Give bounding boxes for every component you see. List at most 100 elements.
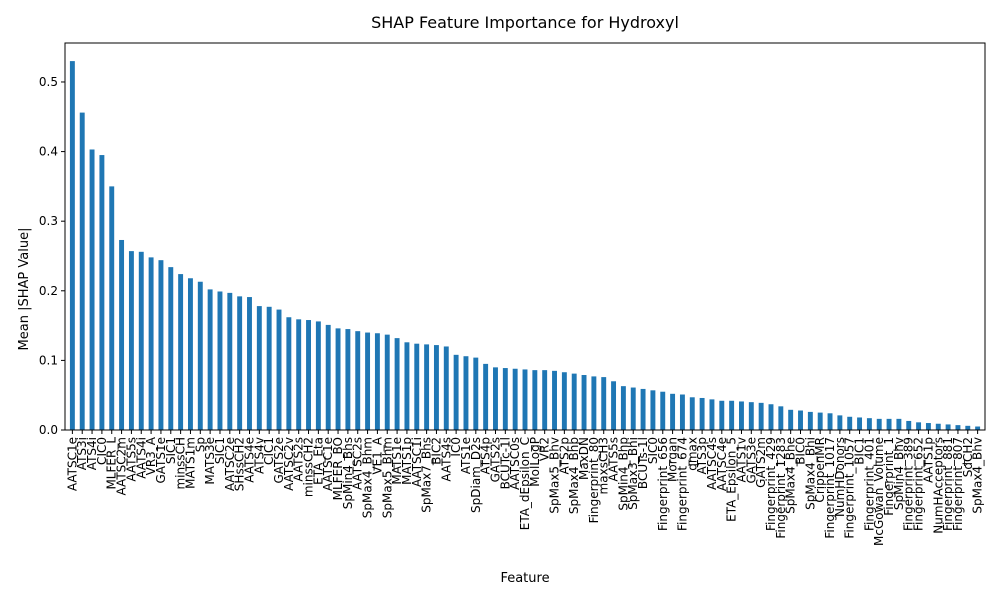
bar xyxy=(522,369,528,430)
bar xyxy=(463,356,469,430)
bar xyxy=(512,368,518,430)
x-tick-label: maxsCH3 xyxy=(597,437,611,494)
bar xyxy=(443,346,449,430)
bar xyxy=(433,345,439,430)
x-tick-label: AATS1v xyxy=(734,437,748,483)
bars-group xyxy=(69,61,981,431)
bar xyxy=(561,372,567,430)
bar xyxy=(689,397,695,430)
y-tick-label: 0.4 xyxy=(39,145,58,159)
bar xyxy=(552,370,557,430)
x-tick-label: SpMax5_Bhv xyxy=(548,437,562,514)
x-tick-label: MLFER_L xyxy=(105,437,119,490)
x-tick-label: GATS1e xyxy=(154,437,168,484)
bar xyxy=(365,332,371,430)
bar xyxy=(374,333,380,430)
x-tick-label: Fingerprint_1283 xyxy=(774,437,788,539)
bar xyxy=(109,186,115,430)
y-tick-label: 0.2 xyxy=(39,284,58,298)
x-tick-label: MATS1e xyxy=(390,437,404,485)
x-tick-label: BCUTs-1l xyxy=(636,437,650,489)
x-tick-label: IC0 xyxy=(449,437,463,457)
bar xyxy=(286,317,292,430)
bar xyxy=(788,409,794,430)
bar xyxy=(601,377,607,430)
x-tick-label: ATS3p xyxy=(695,437,709,474)
x-tick-label: AATSC2s xyxy=(351,437,365,490)
x-tick-label: ATS4i xyxy=(85,437,99,470)
x-tick-label: SpMin4_Bhp xyxy=(616,437,630,511)
bar xyxy=(148,257,154,430)
bar xyxy=(798,410,803,430)
y-tick-label: 0.1 xyxy=(39,353,58,367)
bar xyxy=(256,306,262,430)
bar xyxy=(758,402,764,430)
bar xyxy=(335,328,341,430)
bar xyxy=(69,61,75,430)
x-tick-label: Fingerprint_652 xyxy=(912,437,926,531)
x-tick-label: qmax xyxy=(685,437,699,471)
x-tick-label: AATSC4s xyxy=(705,437,719,490)
bar xyxy=(493,367,498,430)
x-tick-label: Fingerprint_1057 xyxy=(843,437,857,539)
x-tick-label: ATS1e xyxy=(459,437,473,474)
bar xyxy=(483,363,489,430)
x-tick-label: SpDiam_D2s xyxy=(469,437,483,513)
bar xyxy=(679,394,685,430)
bar xyxy=(296,319,302,430)
x-tick-label: MLFER_BO xyxy=(331,437,345,500)
bar xyxy=(89,149,95,431)
bar xyxy=(611,381,617,430)
y-tick-label: 0.5 xyxy=(39,75,58,89)
bar xyxy=(640,388,646,430)
y-tick-label: 0.0 xyxy=(39,423,58,437)
bar xyxy=(473,357,479,430)
x-tick-label: McGowan_Volume xyxy=(872,437,886,546)
x-tick-label: CrippenMR xyxy=(813,437,827,503)
bar xyxy=(394,338,400,430)
x-tick-label: AATS1p xyxy=(921,437,935,483)
x-tick-label: Fingerprint_80 xyxy=(587,437,601,523)
x-tick-label: Fingerprint_401 xyxy=(862,437,876,531)
x-tick-label: GATS2m xyxy=(754,437,768,488)
y-axis-label: Mean |SHAP Value| xyxy=(17,228,32,351)
bar xyxy=(837,415,843,430)
bar xyxy=(650,390,656,430)
x-tick-label: AATSC1e xyxy=(65,437,79,491)
bar xyxy=(197,281,203,430)
bar xyxy=(247,297,252,430)
bar xyxy=(542,370,548,430)
bar xyxy=(424,344,430,430)
x-tick-label: VR2 xyxy=(538,437,552,461)
bar xyxy=(876,418,882,430)
x-tick-label: GATS2s xyxy=(488,437,502,482)
bar xyxy=(315,321,321,430)
bar xyxy=(502,368,508,430)
bar xyxy=(414,343,420,430)
bar xyxy=(699,397,705,430)
bar xyxy=(670,393,676,430)
x-tick-label: ETA_Eta xyxy=(311,437,325,485)
bar xyxy=(306,320,311,430)
x-tick-label: Sp xyxy=(193,437,207,452)
x-tick-label: minssCH2 xyxy=(302,437,316,497)
bar xyxy=(768,404,774,430)
bar xyxy=(709,399,715,430)
x-tick-label: MATS1m xyxy=(183,437,197,489)
bar xyxy=(591,376,597,430)
x-tick-label: Fingerprint_389 xyxy=(902,437,916,531)
x-tick-label: AATSC1i xyxy=(410,437,424,487)
x-tick-label: AATSC0s xyxy=(508,437,522,490)
bar xyxy=(532,370,538,430)
bar xyxy=(925,423,931,430)
bar xyxy=(975,426,981,430)
x-tick-label: BCUTc-1l xyxy=(498,437,512,489)
bar xyxy=(384,334,390,430)
x-tick-label: SHssCH2 xyxy=(233,437,247,491)
x-tick-label: MATS1p xyxy=(400,437,414,485)
bar xyxy=(935,423,941,430)
bar xyxy=(168,267,174,430)
x-tick-label: Fingerprint_1017 xyxy=(823,437,837,539)
x-tick-label: MATS3e xyxy=(203,437,217,485)
bar xyxy=(227,292,233,430)
